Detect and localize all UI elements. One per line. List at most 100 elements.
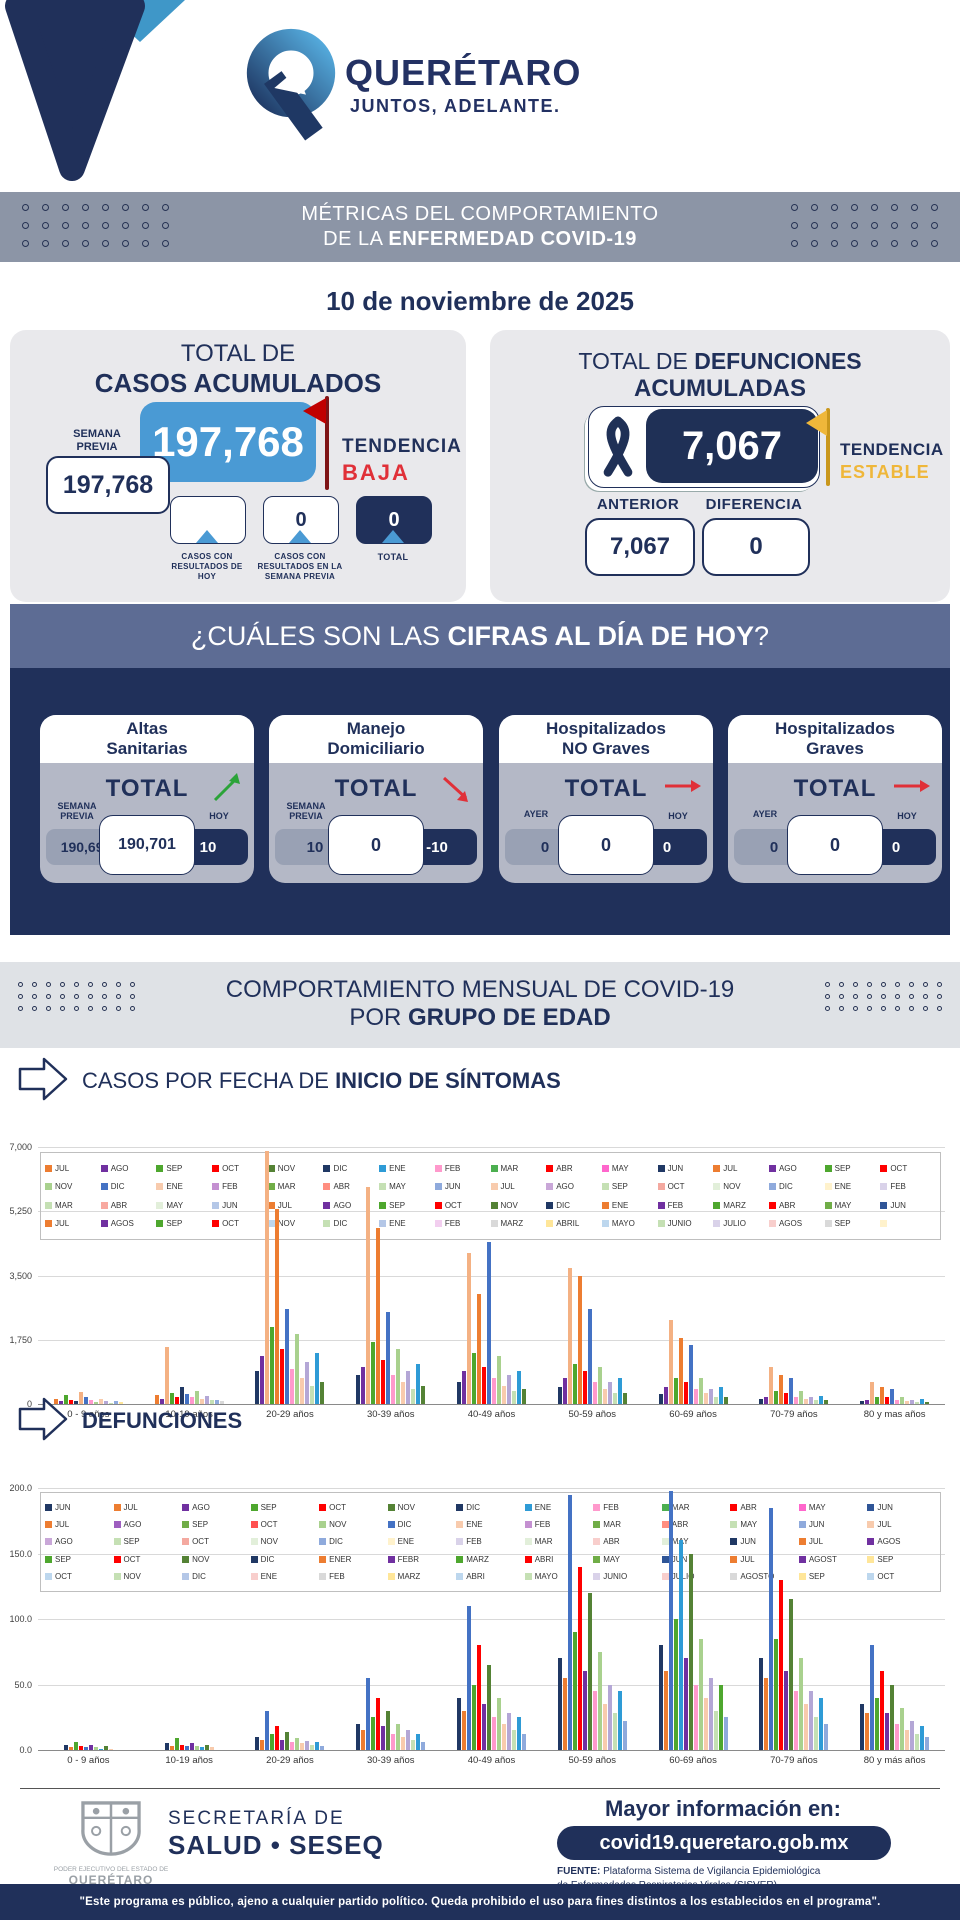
- legend-item: ABRI: [524, 1555, 594, 1564]
- bar: [118, 1402, 123, 1404]
- legend-item: JUL: [267, 1201, 324, 1210]
- bar: [472, 1352, 477, 1404]
- legend-swatch-icon: [212, 1219, 220, 1227]
- q-dot-icon: [839, 1006, 844, 1011]
- bar: [93, 1401, 98, 1404]
- legend-swatch-icon: [319, 1504, 327, 1512]
- bar: [693, 1389, 698, 1404]
- bar: [113, 1400, 118, 1404]
- q-dot-icon: [82, 240, 89, 247]
- legend-swatch-icon: [456, 1521, 464, 1529]
- legend-item: NOV: [250, 1537, 320, 1546]
- bar: [663, 1387, 668, 1404]
- q-dot-icon: [42, 204, 49, 211]
- trend-up-icon: [213, 773, 240, 802]
- q-dot-icon: [811, 222, 818, 229]
- legend-swatch-icon: [323, 1201, 331, 1209]
- bar: [462, 1710, 467, 1750]
- legend-swatch-icon: [182, 1555, 190, 1563]
- cases-today-label: CASOS CON RESULTADOS DE HOY: [171, 552, 243, 581]
- legend-item: JUN: [212, 1201, 268, 1210]
- legend-swatch-icon: [379, 1165, 387, 1173]
- gridline: [38, 1488, 945, 1489]
- legend-item: JUL: [798, 1537, 868, 1546]
- bar: [582, 1370, 587, 1404]
- legend-item: AGO: [100, 1164, 157, 1173]
- x-axis-tick: 70-79 años: [770, 1409, 818, 1420]
- legend-swatch-icon: [267, 1201, 275, 1209]
- legend-swatch-icon: [867, 1521, 875, 1529]
- semana-previa-label: SEMANA PREVIA: [73, 428, 121, 453]
- legend-swatch-icon: [456, 1572, 464, 1580]
- bar: [411, 1739, 416, 1750]
- legend-item: ENER: [319, 1555, 388, 1564]
- q-dot-icon: [791, 204, 798, 211]
- bar: [376, 1697, 381, 1750]
- legend-swatch-icon: [387, 1504, 395, 1512]
- legend-swatch-icon: [323, 1183, 331, 1191]
- y-axis-tick: 0: [26, 1399, 32, 1409]
- metrics-band: MÉTRICAS DEL COMPORTAMIENTO DE LA ENFERM…: [0, 192, 960, 262]
- q-dot-icon: [867, 982, 872, 987]
- legend-swatch-icon: [880, 1201, 888, 1209]
- bar: [416, 1734, 421, 1750]
- bar: [824, 1723, 829, 1750]
- bar: [255, 1370, 260, 1404]
- legend-item: JULIO: [713, 1219, 769, 1228]
- x-axis-tick: 30-39 años: [366, 1409, 415, 1420]
- bar: [587, 1308, 592, 1404]
- age-group-bars: [38, 1488, 139, 1750]
- bar: [305, 1740, 310, 1750]
- q-dot-icon: [911, 222, 918, 229]
- legend-item: OCT: [212, 1164, 268, 1173]
- bar: [305, 1361, 310, 1404]
- legend-item: DIC: [319, 1537, 388, 1546]
- legend-swatch-icon: [113, 1504, 121, 1512]
- card-center-value: 0: [558, 815, 654, 875]
- legend-swatch-icon: [113, 1555, 121, 1563]
- q-dot-icon: [62, 222, 69, 229]
- deaths-title-line1: TOTAL DE DEFUNCIONES: [578, 348, 862, 374]
- bar: [401, 1736, 406, 1750]
- bar: [860, 1401, 865, 1404]
- legend-item: SEP: [824, 1164, 881, 1173]
- bar: [381, 1359, 386, 1404]
- card-total-label: TOTAL: [793, 775, 877, 802]
- legend-item: JUL: [45, 1164, 101, 1173]
- bar: [103, 1401, 108, 1404]
- bar: [870, 1645, 875, 1750]
- bar: [108, 1402, 113, 1404]
- legend-swatch-icon: [379, 1219, 387, 1227]
- legend-item: AGO: [768, 1164, 825, 1173]
- age-group-bars: [743, 1488, 844, 1750]
- bar: [900, 1396, 905, 1404]
- legend-item: JUN: [867, 1503, 936, 1512]
- bar: [487, 1664, 492, 1750]
- legend-item: MAR: [490, 1164, 547, 1173]
- q-dot-icon: [931, 204, 938, 211]
- q-dot-icon: [923, 982, 928, 987]
- bar: [492, 1717, 497, 1750]
- bar: [174, 1738, 179, 1750]
- q-dot-icon: [895, 982, 900, 987]
- covid-url-button[interactable]: covid19.queretaro.gob.mx: [557, 1826, 891, 1860]
- bar: [925, 1401, 930, 1404]
- q-dot-icon: [911, 240, 918, 247]
- age-group-bars: [340, 1147, 441, 1404]
- x-axis-labels: 0 - 9 años 10-19 años 20-29 años 30-39 años…: [38, 1409, 945, 1420]
- y-axis-tick: 5,250: [9, 1206, 32, 1217]
- bar: [875, 1396, 880, 1404]
- bar: [779, 1374, 784, 1404]
- q-dot-icon: [42, 222, 49, 229]
- legend-swatch-icon: [730, 1538, 738, 1546]
- bar: [678, 1337, 683, 1404]
- bar: [275, 1209, 280, 1404]
- legend-item: DIC: [323, 1219, 379, 1228]
- bar: [612, 1393, 617, 1404]
- gridline: [38, 1275, 945, 1277]
- bar: [482, 1367, 487, 1404]
- q-dot-icon: [881, 1006, 886, 1011]
- bar: [880, 1671, 885, 1750]
- legend-item: FEB: [593, 1503, 662, 1512]
- legend-swatch-icon: [267, 1219, 275, 1227]
